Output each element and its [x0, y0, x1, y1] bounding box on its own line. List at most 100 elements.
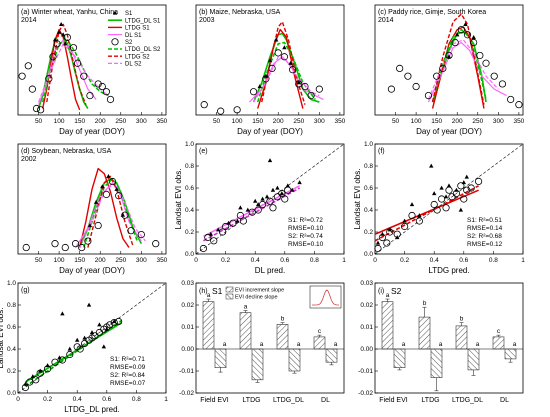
data-point-s2 — [102, 190, 110, 199]
data-point-s2 — [229, 219, 237, 227]
data-point-s1 — [387, 227, 392, 232]
y-axis-label: Landsat EVI obs. — [353, 169, 362, 230]
data-point-s2 — [470, 38, 478, 47]
data-point-s2 — [460, 195, 468, 203]
x-tick-label: 0.4 — [430, 257, 439, 264]
data-point-s1 — [264, 194, 270, 199]
panel-a: 50 100 150 200 250 300 350 (a) Winter wheat, Ya… — [17, 4, 168, 136]
bar-increment — [313, 336, 326, 350]
x-tick-label: 100 — [232, 118, 243, 125]
y-tick-label: 0.8 — [185, 163, 194, 170]
x-tick-label: 0.6 — [102, 396, 111, 403]
data-point-s2 — [393, 230, 401, 238]
category-label: LTDG — [421, 397, 439, 404]
panel-title: (f) — [378, 148, 385, 155]
y-axis-label: Landsat EVI obs. — [0, 308, 5, 369]
bar-decline — [214, 348, 227, 369]
data-point-s1 — [402, 218, 407, 223]
series-line-ltdg-dl-s2 — [41, 39, 109, 103]
x-tick-label: 250 — [293, 118, 304, 125]
data-point-s2 — [463, 31, 472, 39]
data-point-s2 — [210, 237, 218, 245]
data-point-s2 — [32, 376, 40, 384]
data-point-s2 — [51, 240, 59, 248]
x-tick-label: 0.2 — [400, 257, 409, 264]
data-point-s1 — [296, 80, 301, 85]
series-line-s1-fit — [374, 189, 479, 235]
data-point-s2 — [269, 204, 277, 212]
data-point-s2 — [80, 72, 88, 80]
y-tick-label: 0.00 — [181, 346, 194, 353]
series-line-ltdg-s2 — [261, 21, 306, 105]
panel-d: 50 100 150 200 250 300 350 (d) Soybean, Nebrask… — [17, 143, 168, 275]
data-point-s1 — [446, 54, 452, 59]
data-point-s1 — [375, 240, 381, 245]
legend-label: S2 — [125, 40, 133, 46]
data-point-s1 — [273, 37, 279, 42]
data-point-s2 — [430, 200, 438, 209]
data-point-s2 — [284, 186, 292, 194]
significance-letter: a — [334, 341, 338, 348]
data-point-s2 — [200, 101, 208, 109]
data-point-s1 — [245, 207, 250, 212]
data-point-s1 — [63, 41, 68, 46]
y-tick-label: 0.02 — [360, 302, 373, 309]
plot-frame — [374, 282, 524, 394]
data-point-s2 — [37, 106, 45, 114]
data-point-s1 — [417, 213, 422, 218]
significance-letter: b — [460, 316, 464, 323]
x-axis-label: Day of year (DOY) — [237, 127, 303, 136]
panel-title: (h) — [199, 288, 208, 295]
data-point-s2 — [110, 318, 118, 327]
stat-annotation: S2: R²=0.84 — [110, 372, 145, 379]
y-tick-label: 0.2 — [7, 368, 16, 375]
data-point-s2 — [85, 336, 93, 344]
data-point-s2 — [249, 88, 258, 96]
panel-title: (d) Soybean, Nebraska, USA — [21, 148, 112, 155]
bar-decline — [288, 348, 301, 372]
data-point-s1 — [279, 191, 285, 196]
data-point-s2 — [86, 91, 94, 100]
data-point-s2 — [199, 244, 207, 253]
data-point-s2 — [121, 211, 129, 219]
data-point-s2 — [498, 80, 507, 88]
data-point-s1 — [216, 227, 221, 232]
data-point-s2 — [374, 244, 382, 253]
x-tick-label: 0.6 — [280, 257, 289, 264]
x-tick-label: 0 — [16, 396, 20, 403]
y-tick-label: 1.0 — [7, 280, 16, 287]
data-point-s1 — [429, 163, 434, 168]
x-tick-label: 0.6 — [459, 257, 468, 264]
data-point-s2 — [36, 369, 44, 377]
panel-title: (i) — [378, 288, 384, 295]
y-tick-label: 0.8 — [364, 163, 373, 170]
y-tick-label: 0.6 — [364, 185, 373, 192]
panel-b: 50 100 150 200 250 300 350 (b) Maize, Nebraska,… — [195, 4, 346, 136]
data-point-s1 — [101, 344, 107, 349]
bar-decline — [393, 348, 406, 369]
data-point-s2 — [217, 107, 225, 115]
x-tick-label: 0 — [373, 257, 377, 264]
legend-label: LTDG S2 — [125, 54, 150, 60]
data-point-s2 — [433, 206, 441, 214]
data-point-s1 — [93, 199, 99, 204]
series-line-s1-fit — [203, 185, 300, 238]
inset-curve — [311, 289, 340, 306]
data-point-s1 — [455, 32, 460, 37]
x-tick-label: 300 — [136, 257, 147, 264]
data-point-s1 — [409, 202, 415, 207]
panel-g: 0 0.2 0.4 0.6 0.8 1 0.0 0.2 0.4 0.6 0.8 1.0 (g) LTDG_… — [0, 280, 168, 414]
data-point-s1 — [75, 337, 80, 342]
panel-subtitle: 2002 — [21, 156, 37, 163]
data-point-s1 — [56, 29, 62, 34]
data-point-s2 — [437, 195, 446, 203]
panel-e: 0 0.2 0.4 0.6 0.8 1 0.0 0.2 0.4 0.6 0.8 1.0 (e) DL pr… — [174, 141, 346, 275]
data-point-s2 — [278, 189, 286, 198]
data-point-s2 — [32, 104, 41, 113]
significance-letter: c — [497, 328, 501, 335]
category-label: DL — [500, 397, 509, 404]
data-point-s2 — [63, 33, 71, 41]
data-point-s2 — [445, 186, 453, 194]
series-line-ltdg-dl-s1 — [78, 178, 143, 248]
data-point-s1 — [297, 180, 302, 185]
